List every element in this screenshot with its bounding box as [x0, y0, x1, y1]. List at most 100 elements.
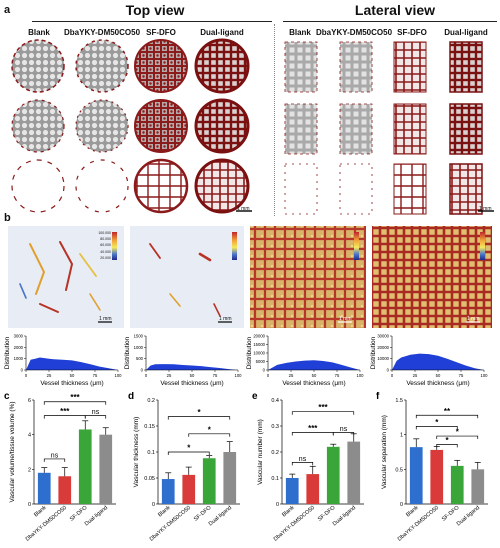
lat-col-label-sfdfo: SF-DFO	[397, 28, 427, 37]
x-tick-label: 0	[267, 373, 270, 378]
y-tick-label: 1.5	[395, 398, 403, 404]
lateral-view-rule	[283, 21, 497, 22]
x-tick-label: 25	[289, 373, 294, 378]
x-axis-label: Vessel thickness (μm)	[282, 380, 345, 387]
scale-bar-b1: 1 mm	[99, 316, 112, 322]
category-label: Blank	[33, 505, 48, 519]
distribution-chart-3: 0 5000 10000 15000 20000 0 25 50 75 100 Vessel thi…	[246, 334, 364, 388]
panel-letter: f	[376, 392, 380, 402]
y-tick-label: 0	[263, 368, 266, 373]
y-axis-label: Distribution	[124, 336, 131, 369]
bar	[223, 452, 237, 504]
significance-label: ns	[340, 426, 348, 433]
significance-label: ns	[92, 409, 100, 416]
y-axis-label: Vascular separation (mm)	[381, 415, 388, 489]
lateral-view-grid	[284, 41, 483, 215]
lateral-view-title: Lateral view	[354, 2, 436, 18]
bar	[182, 474, 196, 504]
scale-bar-b3: 1 mm	[339, 316, 352, 322]
significance-bracket	[167, 416, 231, 420]
significance-label: *	[456, 428, 460, 437]
significance-bracket	[43, 458, 66, 462]
bar	[202, 458, 216, 504]
significance-label: *	[187, 444, 191, 453]
significance-bracket	[84, 415, 107, 419]
bar	[58, 476, 72, 504]
y-tick-label: 0	[387, 368, 390, 373]
colorbar-ticks: 100.000 80.000 60.000 40.000 20.000	[89, 230, 111, 261]
x-tick-label: 75	[93, 373, 98, 378]
significance-label: **	[444, 407, 451, 416]
y-tick-label: 1000	[14, 356, 24, 361]
y-axis-label: Distribution	[246, 336, 253, 369]
category-label: Dual-ligand	[84, 505, 109, 527]
bar	[37, 472, 51, 504]
x-tick-label: 0	[145, 373, 148, 378]
y-tick-label: 0	[276, 502, 279, 508]
panel-b-renders	[8, 226, 492, 328]
y-tick-label: 0.2	[271, 450, 279, 456]
render-dbayky	[130, 226, 244, 328]
top-view-row-3	[11, 158, 250, 214]
category-label: Dual-ligand	[332, 505, 357, 527]
x-tick-label: 50	[70, 373, 75, 378]
colorbar-tick-0: 100.000	[98, 231, 111, 235]
y-tick-label: 0	[400, 502, 403, 508]
x-tick-label: 25	[167, 373, 172, 378]
y-tick-label: 0.15	[144, 424, 155, 430]
y-tick-label: 500	[136, 356, 144, 361]
top-col-label-dual: Dual-ligand	[200, 28, 244, 37]
scale-bar-a-top: 1 mm	[237, 206, 250, 212]
panel-letter: c	[4, 392, 10, 402]
x-tick-label: 25	[413, 373, 418, 378]
bar	[161, 479, 175, 504]
x-axis-label: Vessel thickness (μm)	[406, 380, 469, 387]
significance-bracket	[291, 411, 355, 415]
y-tick-label: 0.05	[144, 476, 155, 482]
significance-label: *	[208, 425, 212, 434]
y-tick-label: 0.5	[395, 467, 403, 473]
y-tick-label: 4	[28, 433, 31, 439]
significance-label: ***	[308, 424, 318, 433]
y-tick-label: 0	[152, 502, 155, 508]
x-tick-label: 75	[213, 373, 218, 378]
y-tick-label: 10000	[377, 356, 389, 361]
y-tick-label: 5000	[256, 359, 266, 364]
bar	[450, 465, 464, 504]
x-axis-label: Vessel thickness (μm)	[40, 380, 103, 387]
y-tick-label: 20000	[253, 334, 265, 339]
top-col-label-sfdfo: SF-DFO	[146, 28, 176, 37]
distribution-chart-4: 0 10000 20000 30000 0 25 50 75 100 Vessel thickne…	[370, 334, 488, 388]
distribution-area	[268, 360, 360, 370]
y-tick-label: 2	[28, 467, 31, 473]
scale-bar-b2: 1 mm	[219, 316, 232, 322]
view-divider	[274, 24, 275, 216]
y-tick-label: 0.1	[271, 476, 279, 482]
significance-bracket	[436, 435, 479, 440]
significance-bracket	[415, 425, 458, 430]
x-tick-label: 100	[115, 373, 123, 378]
x-tick-label: 25	[47, 373, 52, 378]
lat-col-label-dbayky: DbaYKY-DM50CO50	[316, 28, 393, 37]
scale-bar-b4: 1 mm	[467, 316, 480, 322]
panel-letter: d	[128, 392, 134, 402]
top-view-rule	[32, 21, 272, 22]
significance-bracket	[188, 433, 231, 437]
scale-bar-a-lateral: 1 mm	[479, 206, 492, 212]
significance-label: ***	[60, 407, 70, 416]
colorbar-tick-2: 60.000	[100, 243, 111, 248]
significance-label: ***	[70, 393, 80, 402]
x-tick-label: 100	[357, 373, 365, 378]
y-tick-label: 1	[400, 433, 403, 439]
y-axis-label: Vascular number (mm)	[257, 419, 264, 485]
significance-bracket	[436, 444, 458, 448]
colorbar-tick-4: 20.000	[100, 255, 111, 260]
distribution-chart-2: 0 500 1000 1500 0 25 50 75 100 Vessel thickness (…	[124, 334, 242, 388]
category-label: Dual-ligand	[208, 505, 233, 527]
colorbar-tick-3: 40.000	[100, 249, 111, 254]
distribution-area	[392, 353, 484, 370]
y-tick-label: 0	[21, 368, 24, 373]
bar	[285, 478, 299, 504]
bar	[471, 469, 485, 504]
